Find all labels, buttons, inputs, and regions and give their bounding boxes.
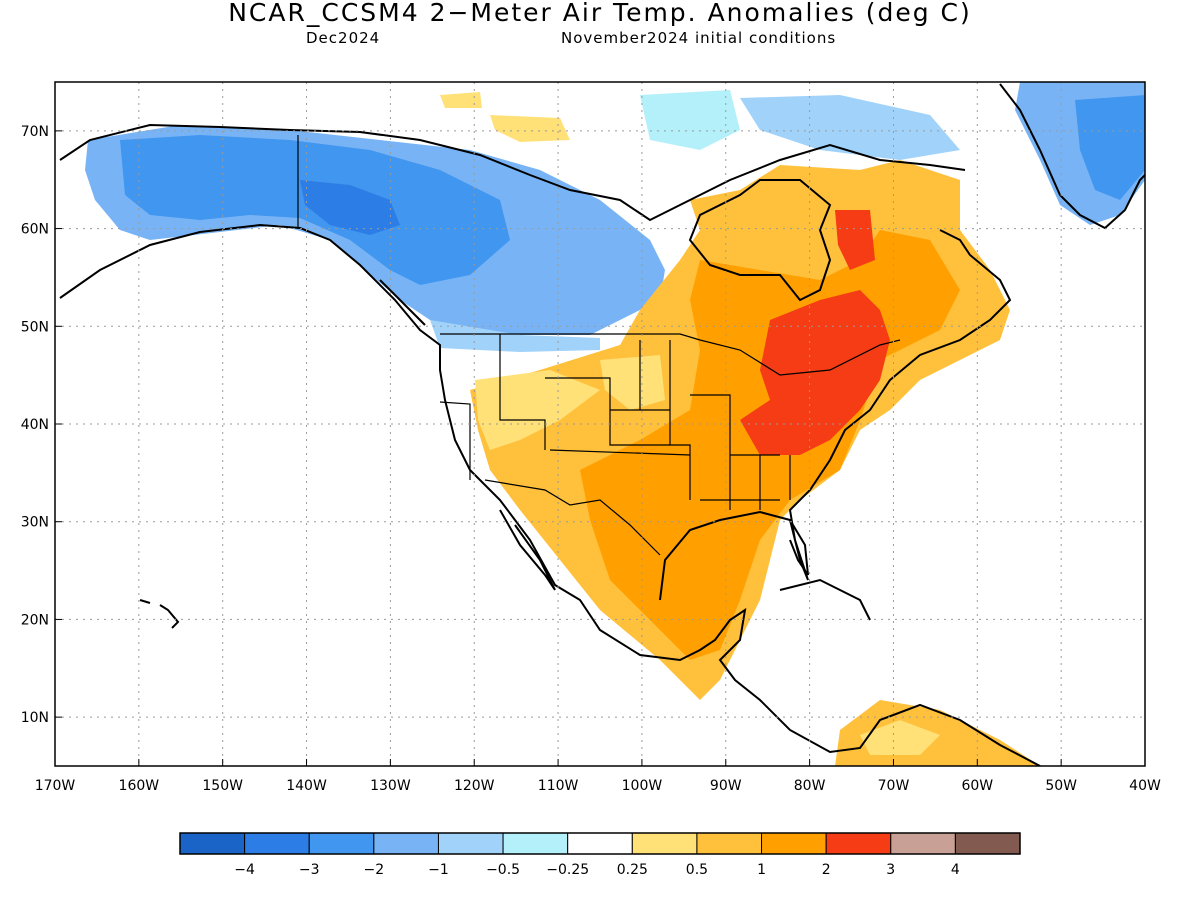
legend-swatch — [373, 832, 439, 855]
lon-tick-label: 170W — [35, 778, 76, 794]
us-canada-border — [440, 333, 901, 376]
lon-tick-label: 150W — [202, 778, 243, 794]
lon-tick-label: 60W — [961, 778, 993, 794]
greenland-cold-core — [1075, 95, 1145, 200]
lon-tick-label: 100W — [622, 778, 663, 794]
graticule — [55, 82, 1145, 766]
greenland-coastline — [999, 83, 1145, 230]
legend-label: 3 — [886, 862, 895, 878]
initial-conditions-label: November2024 initial conditions — [561, 29, 837, 47]
legend-swatch — [437, 832, 504, 855]
latitude-axis: 10N 20N 30N 40N 50N 60N 70N — [21, 124, 62, 726]
lon-tick-label: 40W — [1129, 778, 1161, 794]
legend-label: −3 — [299, 862, 320, 878]
legend-label: −2 — [364, 862, 385, 878]
legend-swatch — [954, 832, 1021, 855]
legend-swatch — [696, 832, 763, 855]
arctic-coast — [59, 123, 966, 222]
vancouver-islands — [379, 279, 426, 326]
legend-frame — [179, 832, 1021, 855]
arctic-warm-patch-2 — [440, 92, 482, 108]
lon-tick-label: 140W — [286, 778, 327, 794]
coastlines — [59, 83, 1145, 766]
warm-anomaly-light-plains — [600, 355, 665, 410]
us-mexico-border — [484, 479, 661, 556]
legend-label: −0.25 — [546, 862, 589, 878]
valid-month-label: Dec2024 — [306, 29, 381, 47]
lon-tick-label: 80W — [794, 778, 826, 794]
lon-tick-label: 90W — [710, 778, 742, 794]
hudson-bay-coast — [688, 179, 832, 302]
political-borders — [297, 135, 901, 556]
legend-swatch — [567, 832, 633, 855]
arctic-warm-patch — [490, 115, 570, 142]
lat-tick-label: 60N — [21, 222, 49, 238]
lat-tick-label: 50N — [21, 319, 49, 335]
legend-label: −1 — [428, 862, 449, 878]
legend-label: 0.25 — [617, 862, 648, 878]
legend-label: 1 — [757, 862, 766, 878]
lat-tick-label: 30N — [21, 515, 49, 531]
legend-swatch — [179, 832, 246, 855]
lat-tick-label: 20N — [21, 612, 49, 628]
lon-tick-label: 130W — [370, 778, 411, 794]
legend-swatch — [631, 832, 698, 855]
lat-tick-label: 70N — [21, 124, 49, 140]
legend-swatch — [308, 832, 375, 855]
lon-tick-label: 110W — [538, 778, 579, 794]
legend-label: 0.5 — [686, 862, 708, 878]
color-legend: −4 −3 −2 −1 −0.5 −0.25 0.25 0.5 1 2 3 4 — [179, 832, 1021, 878]
south-america-light-warm — [860, 720, 940, 755]
state-lines — [439, 334, 791, 510]
legend-swatch — [825, 832, 892, 855]
legend-label: −4 — [234, 862, 255, 878]
gulf-of-mexico-coast — [659, 229, 1012, 601]
legend-label: 2 — [822, 862, 831, 878]
north-america-coastline — [59, 223, 1041, 766]
legend-swatch — [502, 832, 569, 855]
hawaii-islands — [139, 599, 180, 629]
arctic-cold-region — [740, 95, 960, 160]
cuba-coast — [779, 578, 871, 621]
lon-tick-label: 120W — [454, 778, 495, 794]
legend-label: 4 — [951, 862, 960, 878]
warm-anomaly-strong-quebec — [835, 210, 875, 270]
map-plot-area — [55, 82, 1145, 766]
legend-swatch — [890, 832, 956, 855]
warm-anomaly-light-west — [475, 370, 600, 450]
cold-anomaly-strong — [300, 180, 400, 235]
legend-swatch — [244, 832, 310, 855]
lon-tick-label: 160W — [119, 778, 160, 794]
chart-title: NCAR_CCSM4 2−Meter Air Temp. Anomalies (… — [228, 0, 972, 27]
baja-coast — [499, 509, 556, 591]
lon-tick-label: 50W — [1045, 778, 1077, 794]
lat-tick-label: 40N — [21, 417, 49, 433]
florida-coast — [789, 519, 809, 576]
slight-cold-band — [430, 320, 600, 352]
legend-label: −0.5 — [486, 862, 520, 878]
lat-tick-label: 10N — [21, 710, 49, 726]
anomaly-shading — [85, 82, 1145, 766]
longitude-axis: 170W 160W 150W 140W 130W 120W 110W 100W 90W 80W 70… — [35, 759, 1161, 794]
lon-tick-label: 70W — [878, 778, 910, 794]
warm-anomaly-strong — [740, 290, 890, 455]
arctic-slight-cold — [640, 90, 740, 150]
legend-swatch — [761, 832, 827, 855]
